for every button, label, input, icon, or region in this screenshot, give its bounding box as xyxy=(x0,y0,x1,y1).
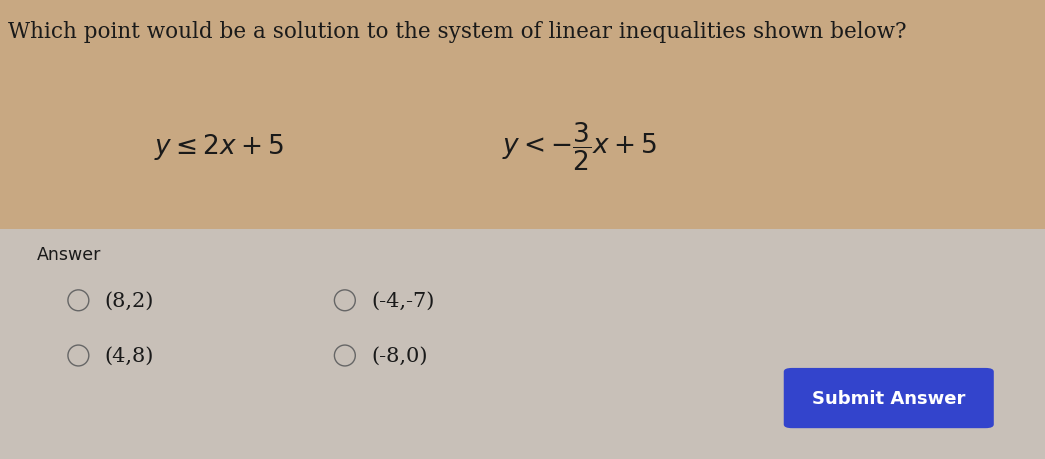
Text: (8,2): (8,2) xyxy=(104,291,154,310)
FancyBboxPatch shape xyxy=(0,0,1045,230)
Text: Answer: Answer xyxy=(37,246,101,263)
Text: Submit Answer: Submit Answer xyxy=(812,389,966,407)
Text: Which point would be a solution to the system of linear inequalities shown below: Which point would be a solution to the s… xyxy=(8,21,907,43)
Text: (4,8): (4,8) xyxy=(104,346,154,365)
Text: $y < -\dfrac{3}{2}x + 5$: $y < -\dfrac{3}{2}x + 5$ xyxy=(503,121,657,173)
FancyBboxPatch shape xyxy=(0,230,1045,459)
FancyBboxPatch shape xyxy=(784,368,994,428)
Text: $y \leq 2x + 5$: $y \leq 2x + 5$ xyxy=(155,132,284,162)
Text: (-8,0): (-8,0) xyxy=(371,346,427,365)
Text: (-4,-7): (-4,-7) xyxy=(371,291,435,310)
